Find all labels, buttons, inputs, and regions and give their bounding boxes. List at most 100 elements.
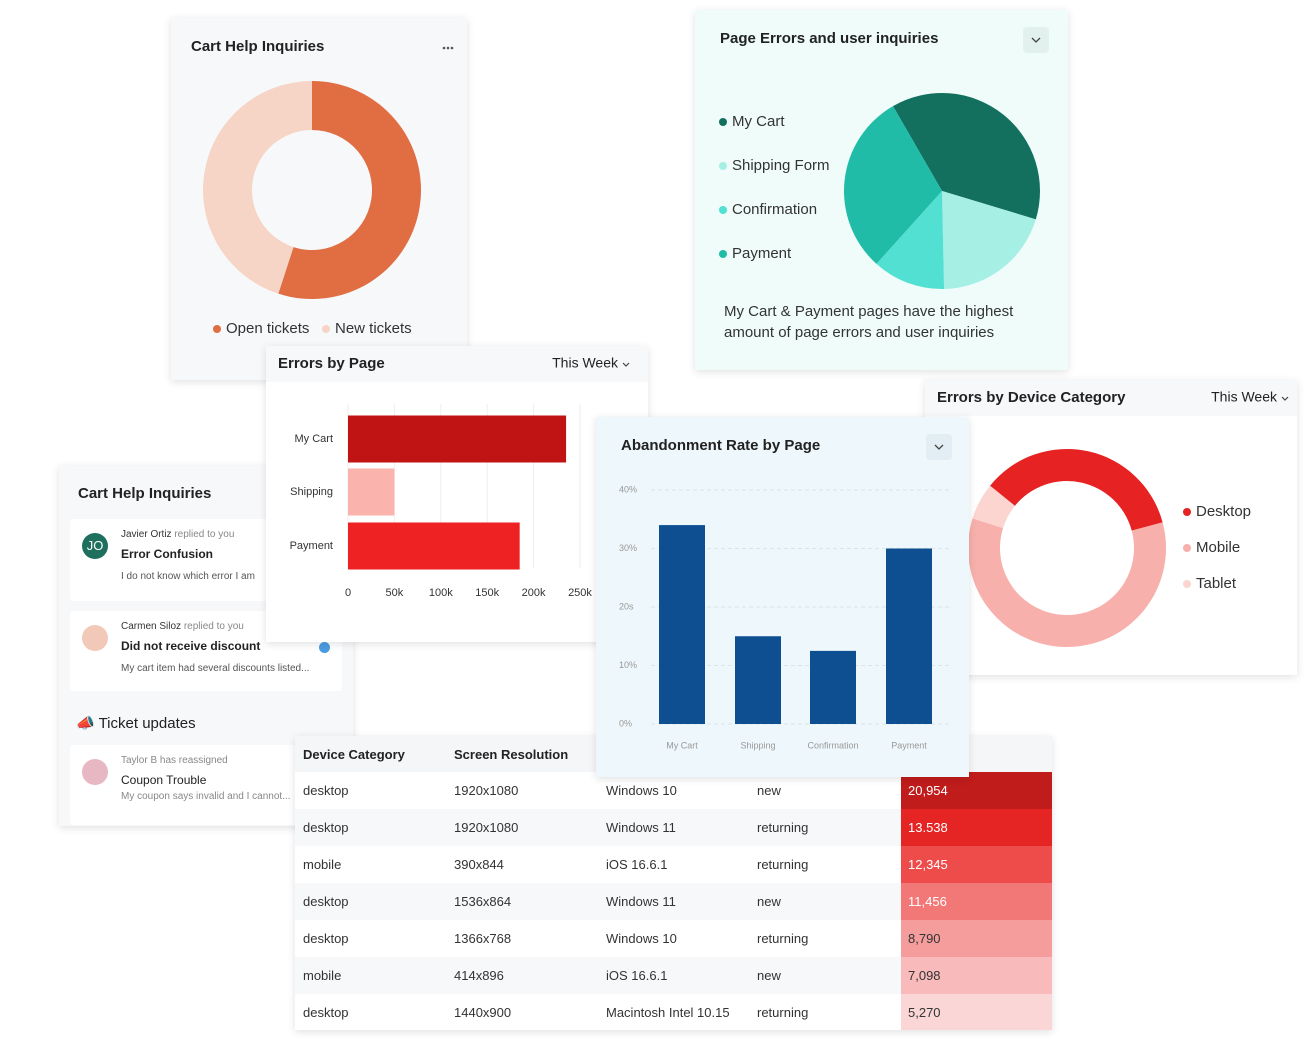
legend-label: Tablet (1196, 575, 1237, 592)
table-cell: new (757, 968, 781, 983)
legend-swatch (719, 162, 727, 170)
dropdown-button[interactable] (1023, 27, 1049, 53)
legend-label: Open tickets (226, 320, 309, 337)
table-cell: Macintosh Intel 10.15 (606, 1005, 730, 1020)
chart: Errors by Page This Week 0 50k 100k 150k 200k 2… (266, 346, 648, 599)
bar (886, 548, 932, 724)
table-cell: desktop (303, 820, 349, 835)
chart-title: Errors by Page (278, 355, 385, 372)
x-tick-label: 0 (345, 587, 351, 599)
pie-slice (972, 485, 1015, 528)
table-cell: mobile (303, 968, 342, 983)
count-cell: 20,954 (901, 772, 1052, 809)
pie-slice (844, 106, 942, 264)
filter-label[interactable]: This Week (1211, 389, 1278, 405)
table-cell: new (757, 894, 781, 909)
count-cell: 8,790 (901, 920, 1052, 957)
avatar (82, 759, 108, 785)
table-cell: desktop (303, 894, 349, 909)
panel-header (266, 346, 648, 382)
y-tick-label: 20s (619, 601, 634, 611)
unread-dot (319, 642, 330, 653)
y-tick-label: Payment (290, 540, 333, 552)
table-cell: Windows 10 (606, 783, 677, 798)
count-cell: 13.538 (901, 809, 1052, 846)
ticket-subject: Did not receive discount (121, 639, 261, 653)
updates-header: 📣 Ticket updates (76, 715, 196, 732)
bar (348, 468, 395, 516)
x-tick-label: 100k (429, 587, 453, 599)
table-cell: returning (757, 820, 809, 835)
y-tick-label: 0% (619, 718, 632, 728)
table-row: desktop 1920x1080 Windows 10 new 20,954 (295, 772, 1052, 809)
chart-panel: Errors by Page This Week 0 50k 100k 150k 200k 2… (266, 346, 648, 642)
pie-slice (876, 191, 945, 289)
ticket-card[interactable]: Carmen Siloz replied to you Did not rece… (70, 611, 342, 691)
table-cell: Windows 11 (606, 820, 676, 835)
chevron (1281, 396, 1289, 401)
chart-panel: Abandonment Rate by Page 0% 10% 20s 30% 40% My… (596, 417, 969, 777)
bar (348, 522, 520, 570)
x-tick-label: 250k (568, 587, 592, 599)
table-cell: mobile (303, 857, 342, 872)
legend-label: Confirmation (732, 201, 817, 218)
chart: Page Errors and user inquiries My Cart Shi… (719, 27, 1049, 289)
legend-label: Mobile (1196, 539, 1240, 556)
table-cell: returning (757, 857, 809, 872)
count-cell: 5,270 (901, 994, 1052, 1030)
cell-text: 5,270 (908, 1005, 941, 1020)
table-cell: 1366x768 (454, 931, 512, 946)
menu-icon[interactable] (442, 46, 454, 50)
pie-slice (942, 191, 1036, 289)
ticket-action: has reassigned (159, 755, 228, 766)
table-row: desktop 1440x900 Macintosh Intel 10.15 retu… (295, 994, 1052, 1030)
y-tick-label: 40% (619, 484, 637, 494)
x-tick-label: My Cart (666, 740, 698, 750)
legend-label: Payment (732, 245, 792, 262)
column-header: Screen Resolution (454, 747, 569, 762)
y-tick-label: 30% (619, 543, 637, 553)
pie-slice (278, 81, 422, 300)
author-name: Javier Ortiz (121, 529, 172, 540)
table-cell: 414x896 (454, 968, 504, 983)
table-cell: 1920x1080 (454, 783, 519, 798)
table-cell: new (757, 783, 781, 798)
column-header: Device Category (303, 747, 405, 762)
dropdown-button[interactable] (926, 434, 952, 460)
chart-title: Abandonment Rate by Page (621, 437, 820, 454)
legend-swatch (1183, 580, 1191, 588)
ticket-preview: My coupon says invalid and I cannot... (121, 791, 291, 802)
legend-swatch (213, 325, 221, 333)
cell-text: 12,345 (908, 857, 948, 872)
table-cell: Windows 11 (606, 894, 676, 909)
ticket-preview: I do not know which error I am (121, 571, 255, 582)
filter-label[interactable]: This Week (552, 355, 619, 371)
table-cell: desktop (303, 1005, 349, 1020)
legend-label: My Cart (732, 113, 785, 130)
legend-swatch (719, 206, 727, 214)
cell-text: 20,954 (908, 783, 948, 798)
tickets-title: Cart Help Inquiries (78, 485, 212, 502)
table-cell: iOS 16.6.1 (606, 857, 668, 872)
author-name: Taylor B (121, 755, 158, 766)
legend-label: Shipping Form (732, 157, 830, 174)
count-cell: 7,098 (901, 957, 1052, 994)
chart-title: Errors by Device Category (937, 389, 1126, 406)
x-tick-label: 50k (386, 587, 404, 599)
cell-text: 13.538 (908, 820, 948, 835)
x-tick-label: Shipping (740, 740, 775, 750)
bar (659, 525, 705, 724)
legend-swatch (719, 118, 727, 126)
x-tick-label: 150k (475, 587, 499, 599)
table-cell: desktop (303, 783, 349, 798)
ticket-author: Taylor B has reassigned (121, 755, 228, 766)
table-row: desktop 1920x1080 Windows 11 returning 13.53… (295, 809, 1052, 846)
legend-label: New tickets (335, 320, 412, 337)
table-cell: returning (757, 1005, 809, 1020)
table-row: mobile 390x844 iOS 16.6.1 returning 12,345 (295, 846, 1052, 883)
ticket-card[interactable]: JO Javier Ortiz replied to you Error Con… (70, 519, 342, 601)
count-cell: 11,456 (901, 883, 1052, 920)
y-tick-label: Shipping (290, 486, 333, 498)
chevron (1031, 37, 1041, 43)
